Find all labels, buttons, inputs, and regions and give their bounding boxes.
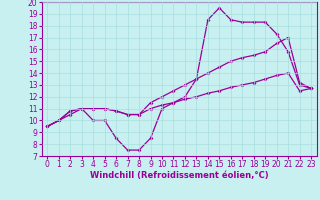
X-axis label: Windchill (Refroidissement éolien,°C): Windchill (Refroidissement éolien,°C)	[90, 171, 268, 180]
